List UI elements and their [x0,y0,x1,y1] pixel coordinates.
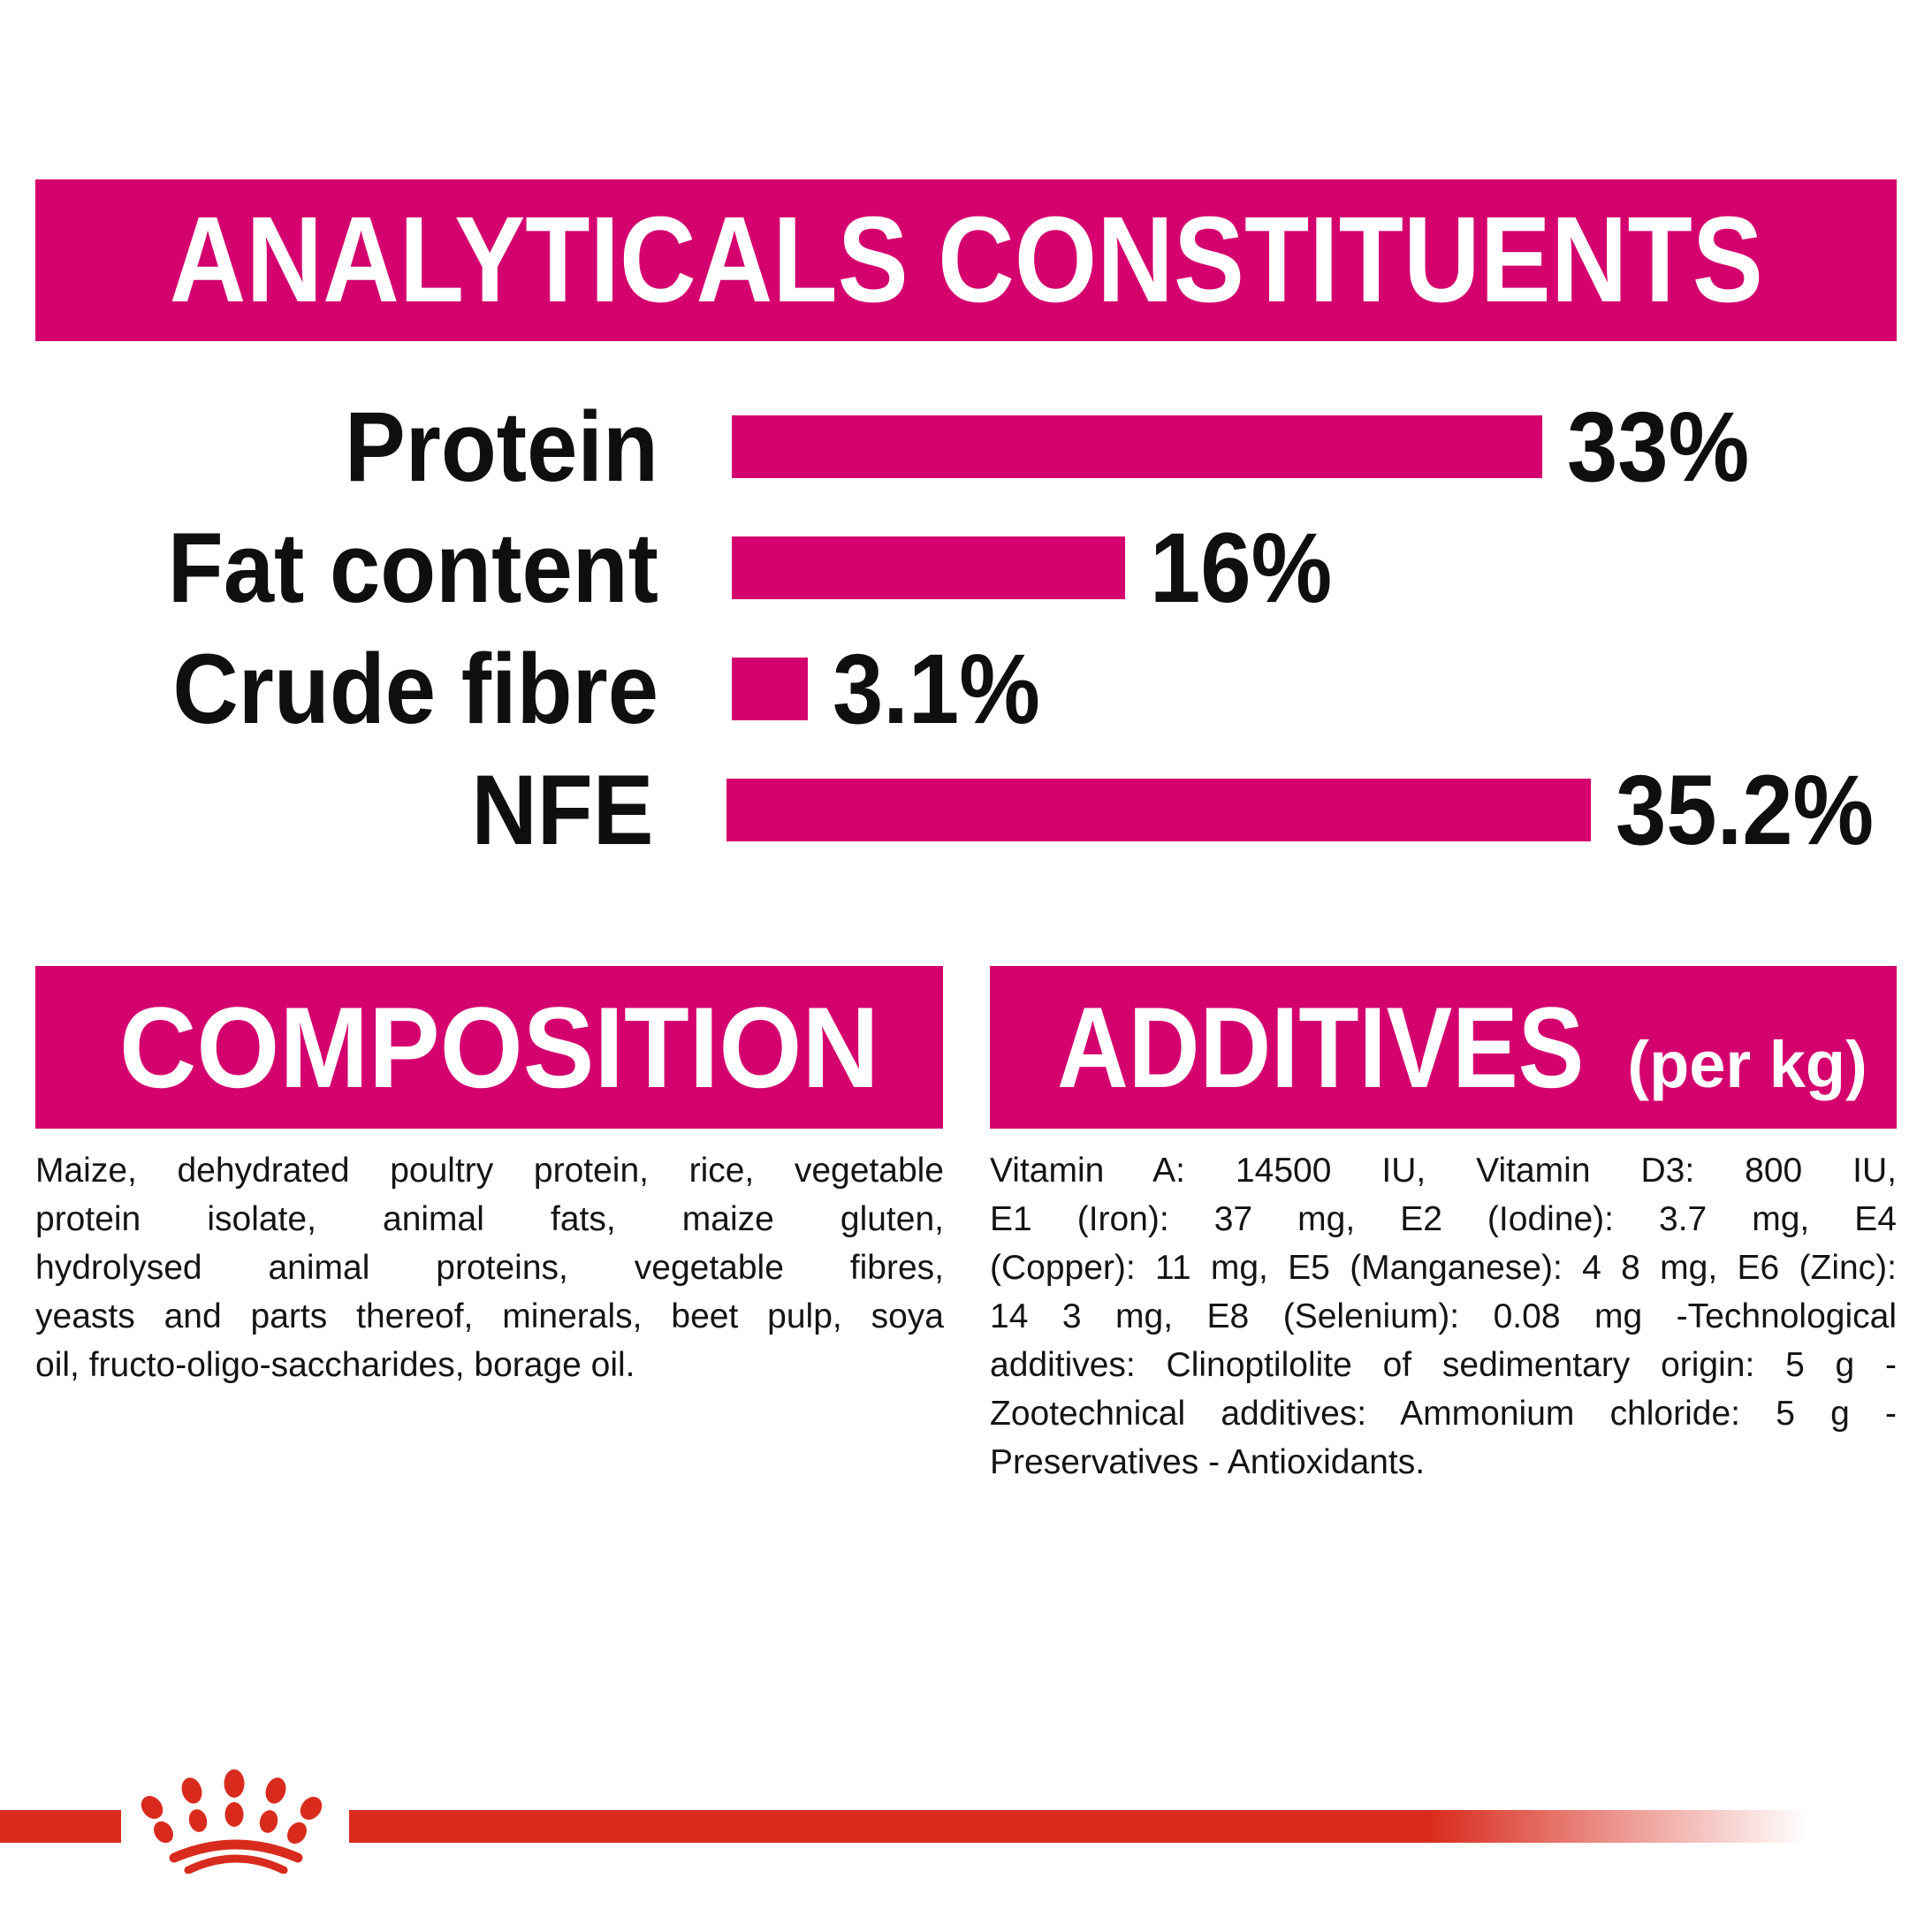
additives-text: Vitamin A: 14500 IU, Vitamin D3: 800 IU,… [990,1146,1897,1487]
composition-text: Maize, dehydrated poultry protein, rice,… [35,1146,944,1389]
additives-header-bar: ADDITIVES (per kg) [990,966,1897,1129]
chart-category-label: NFE [471,755,654,865]
composition-title: COMPOSITION [119,983,879,1112]
chart-category-label: Fat content [167,513,658,623]
analyticals-title: ANALYTICALS CONSTITUENTS [169,192,1763,328]
text-line: additives: Clinoptilolite of sedimentary… [990,1346,1897,1384]
text-line: Vitamin A: 14500 IU, Vitamin D3: 800 IU, [990,1152,1897,1190]
additives-title: ADDITIVES [1057,983,1585,1112]
text-line: Zootechnical additives: Ammonium chlorid… [990,1395,1897,1433]
chart-value-label: 35.2% [1616,755,1875,865]
chart-row: Protein 33% [35,386,1897,507]
chart-value-label: 3.1% [833,634,1040,744]
red-band-right-fade [349,1810,1807,1843]
text-line: hydrolysed animal proteins, vegetable fi… [35,1249,944,1287]
text-line: Maize, dehydrated poultry protein, rice,… [35,1152,944,1190]
text-line: yeasts and parts thereof, minerals, beet… [35,1297,944,1335]
chart-bar [732,658,808,720]
chart-value-label: 16% [1150,513,1333,623]
chart-row: Crude fibre 3.1% [35,628,1897,749]
chart-category-label: Protein [345,392,658,502]
composition-header-bar: COMPOSITION [35,966,943,1129]
chart-bar [732,536,1125,599]
chart-bar [726,779,1592,841]
text-line: protein isolate, animal fats, maize glut… [35,1200,944,1238]
text-line: Preservatives - Antioxidants. [990,1443,1426,1481]
analyticals-header-bar: ANALYTICALS CONSTITUENTS [35,179,1897,341]
chart-category-label: Crude fibre [172,634,658,744]
chart-row: NFE 35.2% [35,749,1897,871]
red-band-left [0,1810,121,1843]
text-line: E1 (Iron): 37 mg, E2 (Iodine): 3.7 mg, E… [990,1200,1897,1238]
text-line: oil, fructo-oligo-saccharides, borage oi… [35,1346,635,1384]
text-line: 14 3 mg, E8 (Selenium): 0.08 mg -Technol… [990,1297,1897,1335]
text-line: (Copper): 11 mg, E5 (Manganese): 4 8 mg,… [990,1249,1897,1287]
royal-canin-crown-paw-logo [141,1769,323,1874]
chart-row: Fat content 16% [35,507,1897,628]
chart-value-label: 33% [1567,392,1750,502]
additives-title-suffix: (per kg) [1627,1028,1867,1101]
chart-bar [732,415,1542,478]
analyticals-bar-chart: Protein 33% Fat content 16% Crude fibre 3.1% N… [35,386,1897,871]
